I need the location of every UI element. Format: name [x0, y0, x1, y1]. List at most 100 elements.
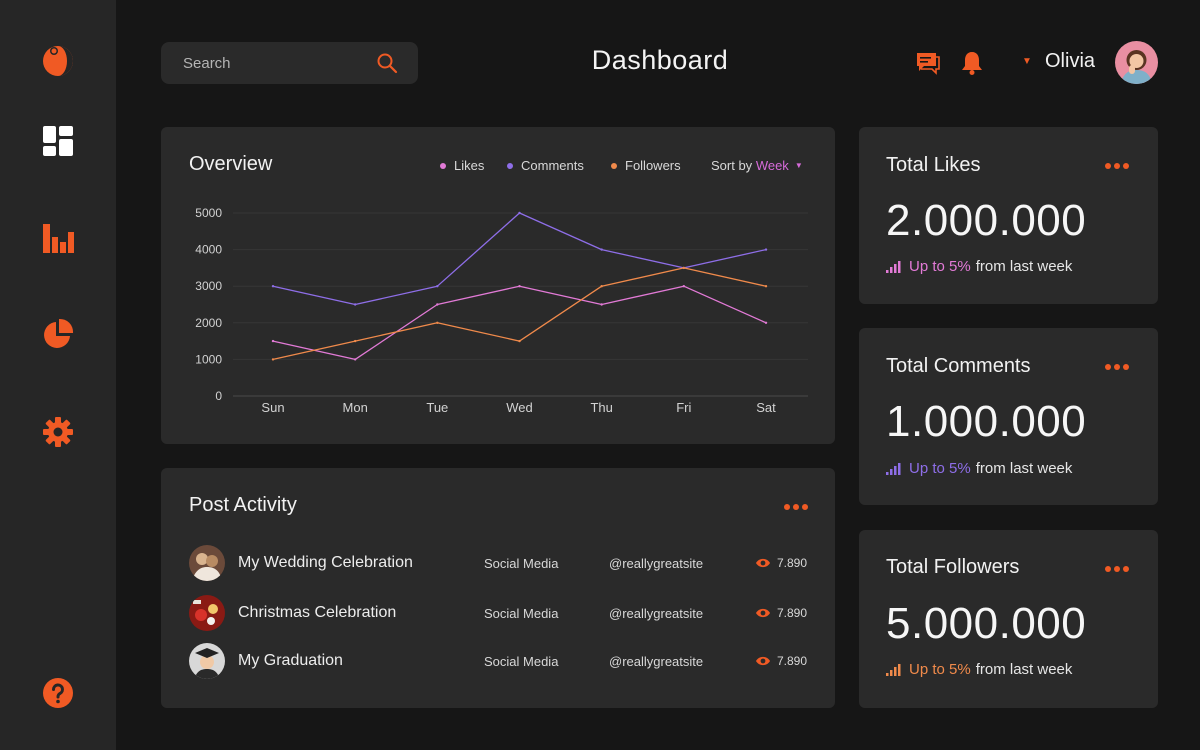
help-icon[interactable]: [38, 673, 78, 713]
post-category: Social Media: [484, 654, 559, 669]
series-line-comments: [272, 212, 767, 306]
data-point-followers: [518, 339, 521, 343]
eye-icon: [756, 558, 770, 568]
data-point-likes: [764, 321, 768, 324]
post-views: 7.890: [777, 654, 808, 668]
post-handle: @reallygreatsite: [609, 606, 704, 621]
trend-rest-text: from last week: [975, 258, 1073, 275]
total-likes-more-icon[interactable]: [1105, 162, 1129, 170]
data-point-comments: [518, 211, 521, 215]
trend-up-icon: [886, 462, 901, 475]
post-title: My Graduation: [238, 652, 343, 669]
x-tick-label: Thu: [590, 400, 612, 415]
post-title: Christmas Celebration: [238, 604, 397, 621]
sort-label: Sort by: [711, 158, 753, 173]
total-comments-more-icon[interactable]: [1105, 363, 1129, 371]
series-line-followers: [272, 267, 767, 361]
list-item[interactable]: Christmas Celebration Social Media @real…: [189, 595, 814, 631]
trend-rest-text: from last week: [975, 460, 1073, 477]
trend-up-icon: [886, 260, 901, 273]
legend-item-comments[interactable]: Comments: [507, 158, 584, 173]
search-icon[interactable]: [376, 52, 398, 74]
total-comments-title: Total Comments: [886, 355, 1031, 377]
user-menu-caret[interactable]: ▼: [1022, 56, 1032, 67]
x-tick-label: Sat: [756, 400, 776, 415]
comments-dot-icon: [507, 162, 513, 169]
grid-icon[interactable]: [38, 121, 78, 161]
trend-up-text: Up to 5%: [909, 460, 971, 477]
total-likes-card: [859, 127, 1158, 304]
total-likes-trend: Up to 5% from last week: [886, 258, 1072, 275]
x-tick-label: Tue: [426, 400, 448, 415]
data-point-likes: [518, 285, 521, 288]
bell-icon[interactable]: [959, 50, 985, 76]
data-point-likes: [600, 303, 603, 306]
logo-icon[interactable]: [38, 40, 78, 80]
post-category: Social Media: [484, 606, 559, 621]
x-tick-label: Wed: [506, 400, 533, 415]
y-tick-label: 5000: [195, 206, 222, 220]
search-input[interactable]: [161, 42, 361, 84]
data-point-likes: [436, 303, 439, 306]
sort-dropdown[interactable]: Sort by Week ▼: [711, 158, 803, 173]
pie-chart-icon[interactable]: [38, 314, 78, 354]
eye-icon: [756, 608, 770, 618]
chat-icon[interactable]: [915, 50, 941, 76]
total-followers-more-icon[interactable]: [1105, 565, 1129, 573]
eye-icon: [756, 656, 770, 666]
x-tick-label: Mon: [343, 400, 368, 415]
total-followers-card: [859, 530, 1158, 708]
list-item[interactable]: My Wedding Celebration Social Media @rea…: [189, 545, 814, 581]
total-followers-title: Total Followers: [886, 556, 1020, 578]
post-handle: @reallygreatsite: [609, 654, 704, 669]
data-point-followers: [271, 358, 275, 361]
overview-line-chart: 5000 4000 3000 2000 1000 0 Sun Mon Tue Wed Thu Fri…: [195, 206, 808, 415]
gear-icon[interactable]: [38, 412, 78, 452]
post-category: Social Media: [484, 556, 559, 571]
data-point-likes: [682, 285, 686, 288]
search-bar: [161, 42, 418, 84]
data-point-comments: [600, 248, 603, 251]
data-point-followers: [600, 285, 603, 288]
x-tick-label: Fri: [676, 400, 691, 415]
y-tick-label: 2000: [195, 316, 222, 330]
total-comments-card: [859, 328, 1158, 505]
y-tick-label: 3000: [195, 279, 222, 293]
data-point-followers: [764, 285, 768, 288]
y-tick-label: 4000: [195, 243, 222, 257]
wedding-thumbnail: [189, 545, 225, 581]
legend-item-followers[interactable]: Followers: [611, 158, 681, 173]
page-title: Dashboard: [591, 45, 729, 75]
data-point-likes: [353, 358, 357, 361]
total-comments-trend: Up to 5% from last week: [886, 460, 1072, 477]
post-views: 7.890: [777, 606, 808, 620]
post-handle: @reallygreatsite: [609, 556, 704, 571]
data-point-comments: [353, 303, 357, 306]
user-name[interactable]: Olivia: [1045, 50, 1096, 72]
bar-chart-icon[interactable]: [38, 218, 78, 258]
likes-dot-icon: [440, 162, 446, 169]
avatar[interactable]: [1115, 41, 1158, 84]
total-followers-trend: Up to 5% from last week: [886, 661, 1072, 678]
legend-label-comments: Comments: [521, 158, 584, 173]
graduation-thumbnail: [189, 643, 225, 679]
post-activity-title: Post Activity: [189, 494, 297, 516]
legend-label-likes: Likes: [454, 158, 485, 173]
trend-rest-text: from last week: [975, 661, 1073, 678]
data-point-followers: [353, 339, 357, 343]
y-tick-label: 0: [215, 389, 222, 403]
sidebar: [0, 0, 116, 750]
list-item[interactable]: My Graduation Social Media @reallygreats…: [189, 643, 814, 679]
data-point-comments: [436, 285, 439, 288]
data-point-followers: [436, 321, 439, 324]
post-views: 7.890: [777, 556, 808, 570]
post-activity-more-icon[interactable]: [784, 503, 808, 511]
y-tick-label: 1000: [195, 352, 222, 366]
legend-item-likes[interactable]: Likes: [440, 158, 484, 173]
chevron-down-icon: ▼: [794, 161, 803, 170]
data-point-followers: [682, 266, 686, 270]
data-point-likes: [271, 339, 275, 343]
overview-title: Overview: [189, 153, 273, 175]
data-point-comments: [764, 248, 768, 251]
data-point-comments: [271, 285, 275, 288]
